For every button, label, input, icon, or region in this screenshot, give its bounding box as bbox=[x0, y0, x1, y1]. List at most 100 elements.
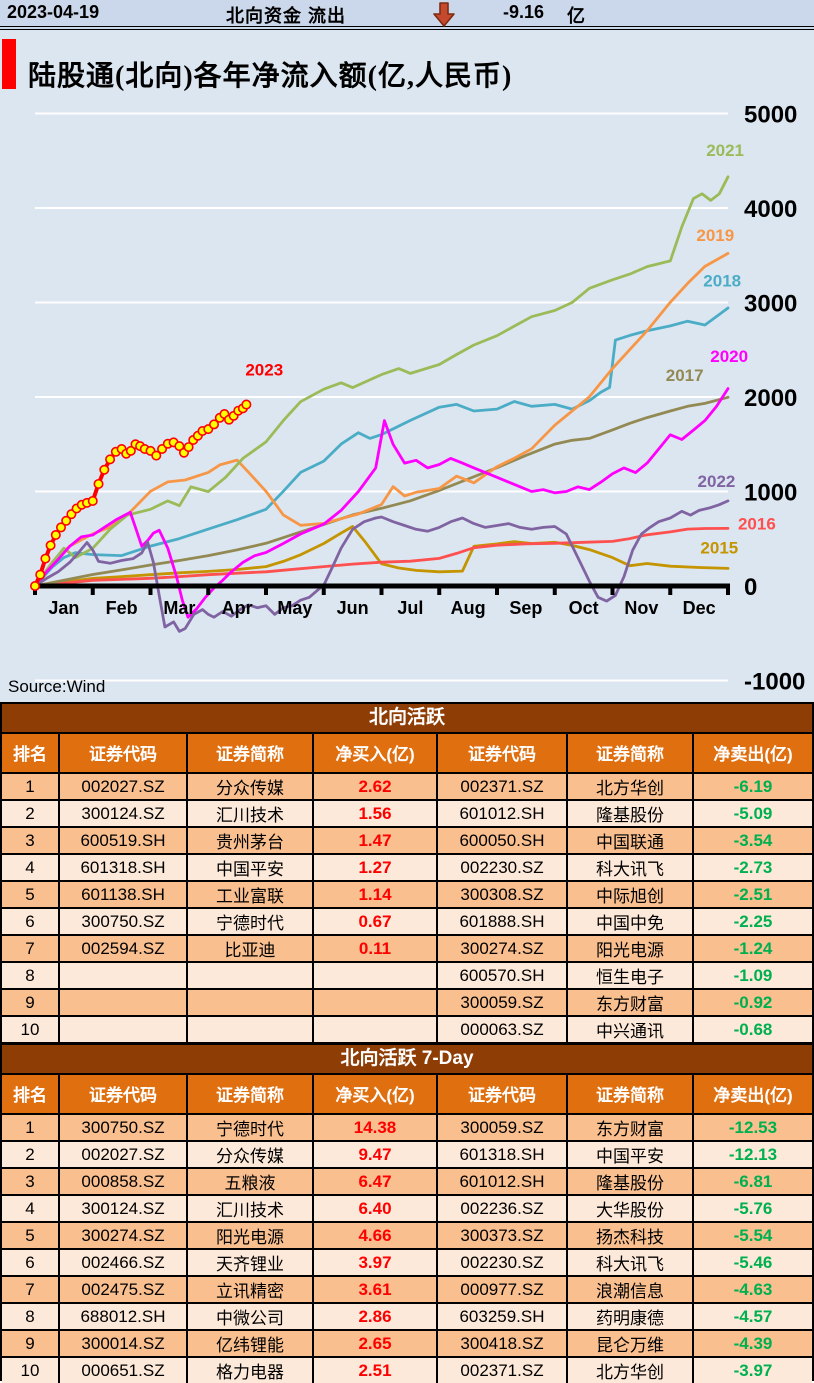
column-header: 净买入(亿) bbox=[312, 734, 436, 772]
table-cell: 9 bbox=[25, 992, 35, 1012]
table-cell: 300308.SZ bbox=[436, 882, 566, 907]
svg-text:2022: 2022 bbox=[698, 472, 736, 491]
table-row: 1 300750.SZ 宁德时代 14.38 300059.SZ 东方财富 -12.53 bbox=[2, 1113, 812, 1140]
table-cell: 昆仑万维 bbox=[566, 1331, 692, 1356]
table-cell: 10 bbox=[20, 1360, 40, 1380]
table-cell: -4.57 bbox=[692, 1304, 812, 1329]
svg-text:Jul: Jul bbox=[397, 598, 423, 618]
table-cell: 002027.SZ bbox=[58, 774, 186, 799]
table-cell: 3.61 bbox=[312, 1277, 436, 1302]
svg-text:Nov: Nov bbox=[624, 598, 658, 618]
table-cell: 2 bbox=[25, 803, 35, 823]
table-cell: -2.73 bbox=[692, 855, 812, 880]
table-cell: 宁德时代 bbox=[186, 909, 312, 934]
column-header: 排名 bbox=[13, 1086, 47, 1105]
table-cell: 600050.SH bbox=[436, 828, 566, 853]
table-cell: 6.40 bbox=[312, 1196, 436, 1221]
svg-text:-1000: -1000 bbox=[744, 669, 805, 696]
table-row: 10 000651.SZ 格力电器 2.51 002371.SZ 北方华创 -3.97 bbox=[2, 1356, 812, 1383]
table-cell: -0.92 bbox=[692, 990, 812, 1015]
table-cell: -3.97 bbox=[692, 1358, 812, 1383]
svg-text:2017: 2017 bbox=[666, 366, 704, 385]
table-cell: -0.68 bbox=[692, 1017, 812, 1042]
table-body: 1 300750.SZ 宁德时代 14.38 300059.SZ 东方财富 -12.53 2 0… bbox=[2, 1113, 812, 1383]
column-header: 净买入(亿) bbox=[312, 1075, 436, 1113]
svg-text:Dec: Dec bbox=[683, 598, 716, 618]
table-cell: 300014.SZ bbox=[58, 1331, 186, 1356]
table-cell: 中微公司 bbox=[186, 1304, 312, 1329]
flow-status-label: 北向资金 流出 bbox=[226, 6, 347, 26]
table-cell: 8 bbox=[25, 965, 35, 985]
column-header: 证券代码 bbox=[58, 1075, 186, 1113]
column-header: 排名 bbox=[13, 745, 47, 764]
table-cell: 300750.SZ bbox=[58, 1115, 186, 1140]
table-northbound-active-7day: 北向活跃 7-Day 排名 证券代码 证券简称 净买入(亿) 证券代码 证券简称 净卖出(亿… bbox=[0, 1043, 814, 1383]
table-cell: 汇川技术 bbox=[186, 1196, 312, 1221]
flow-amount: -9.16 bbox=[503, 2, 545, 22]
table-cell: 002236.SZ bbox=[436, 1196, 566, 1221]
table-cell bbox=[312, 963, 436, 988]
svg-text:4000: 4000 bbox=[744, 196, 797, 223]
svg-text:2020: 2020 bbox=[710, 347, 748, 366]
table-row: 3 600519.SH 贵州茅台 1.47 600050.SH 中国联通 -3.54 bbox=[2, 826, 812, 853]
table-cell: 000977.SZ bbox=[436, 1277, 566, 1302]
table-cell: 分众传媒 bbox=[186, 1142, 312, 1167]
table-cell: 东方财富 bbox=[566, 1115, 692, 1140]
table-cell: 阳光电源 bbox=[566, 936, 692, 961]
table-cell: 601012.SH bbox=[436, 801, 566, 826]
table-row: 2 300124.SZ 汇川技术 1.56 601012.SH 隆基股份 -5.09 bbox=[2, 799, 812, 826]
table-cell: 300373.SZ bbox=[436, 1223, 566, 1248]
table-cell bbox=[186, 963, 312, 988]
table-cell: 4 bbox=[25, 857, 35, 877]
table-cell: 601318.SH bbox=[58, 855, 186, 880]
table-cell: 002371.SZ bbox=[436, 774, 566, 799]
table-cell: 002475.SZ bbox=[58, 1277, 186, 1302]
table-cell: 北方华创 bbox=[566, 774, 692, 799]
table-cell: -2.51 bbox=[692, 882, 812, 907]
table-cell: 600519.SH bbox=[58, 828, 186, 853]
table-cell: 科大讯飞 bbox=[566, 1250, 692, 1275]
table-cell: 6 bbox=[25, 911, 35, 931]
table-cell: 分众传媒 bbox=[186, 774, 312, 799]
table-cell: 宁德时代 bbox=[186, 1115, 312, 1140]
table-cell: -5.54 bbox=[692, 1223, 812, 1248]
table-cell: 002371.SZ bbox=[436, 1358, 566, 1383]
table-cell: 10 bbox=[20, 1019, 40, 1039]
svg-text:5000: 5000 bbox=[744, 102, 797, 129]
table-cell: 2.65 bbox=[312, 1331, 436, 1356]
table-cell: 7 bbox=[25, 938, 35, 958]
table-cell: 000858.SZ bbox=[58, 1169, 186, 1194]
table-header-row: 排名 证券代码 证券简称 净买入(亿) 证券代码 证券简称 净卖出(亿) bbox=[2, 734, 812, 772]
svg-text:1000: 1000 bbox=[744, 480, 797, 507]
table-cell: -3.54 bbox=[692, 828, 812, 853]
table-cell: 2 bbox=[25, 1144, 35, 1164]
table-cell: 隆基股份 bbox=[566, 801, 692, 826]
svg-text:2023: 2023 bbox=[245, 360, 283, 379]
table-cell: 002027.SZ bbox=[58, 1142, 186, 1167]
table-cell bbox=[186, 990, 312, 1015]
table-northbound-active: 北向活跃 排名 证券代码 证券简称 净买入(亿) 证券代码 证券简称 净卖出(亿) 1 002… bbox=[0, 702, 814, 1043]
column-header: 净卖出(亿) bbox=[692, 734, 812, 772]
table-row: 5 300274.SZ 阳光电源 4.66 300373.SZ 扬杰科技 -5.54 bbox=[2, 1221, 812, 1248]
table-cell: 9 bbox=[25, 1333, 35, 1353]
table-header-row: 排名 证券代码 证券简称 净买入(亿) 证券代码 证券简称 净卖出(亿) bbox=[2, 1075, 812, 1113]
table-cell: 002594.SZ bbox=[58, 936, 186, 961]
table-cell: 601888.SH bbox=[436, 909, 566, 934]
table-cell: -12.53 bbox=[692, 1115, 812, 1140]
source-label: Source:Wind bbox=[8, 677, 106, 696]
table-cell: 14.38 bbox=[312, 1115, 436, 1140]
table-cell: 3 bbox=[25, 830, 35, 850]
table-cell: 601012.SH bbox=[436, 1169, 566, 1194]
page-title: 陆股通(北向)各年净流入额(亿,人民币) bbox=[28, 61, 513, 92]
table-cell: 工业富联 bbox=[186, 882, 312, 907]
svg-text:0: 0 bbox=[744, 574, 757, 601]
table-cell: 扬杰科技 bbox=[566, 1223, 692, 1248]
table-cell: 300750.SZ bbox=[58, 909, 186, 934]
table-cell bbox=[58, 990, 186, 1015]
table-cell: 000651.SZ bbox=[58, 1358, 186, 1383]
table-title: 北向活跃 7-Day bbox=[2, 1045, 812, 1075]
svg-text:Sep: Sep bbox=[509, 598, 542, 618]
table-cell: 中国平安 bbox=[186, 855, 312, 880]
table-cell: -4.63 bbox=[692, 1277, 812, 1302]
top-status-bar: 2023-04-19 北向资金 流出 -9.16 亿 bbox=[0, 0, 814, 30]
